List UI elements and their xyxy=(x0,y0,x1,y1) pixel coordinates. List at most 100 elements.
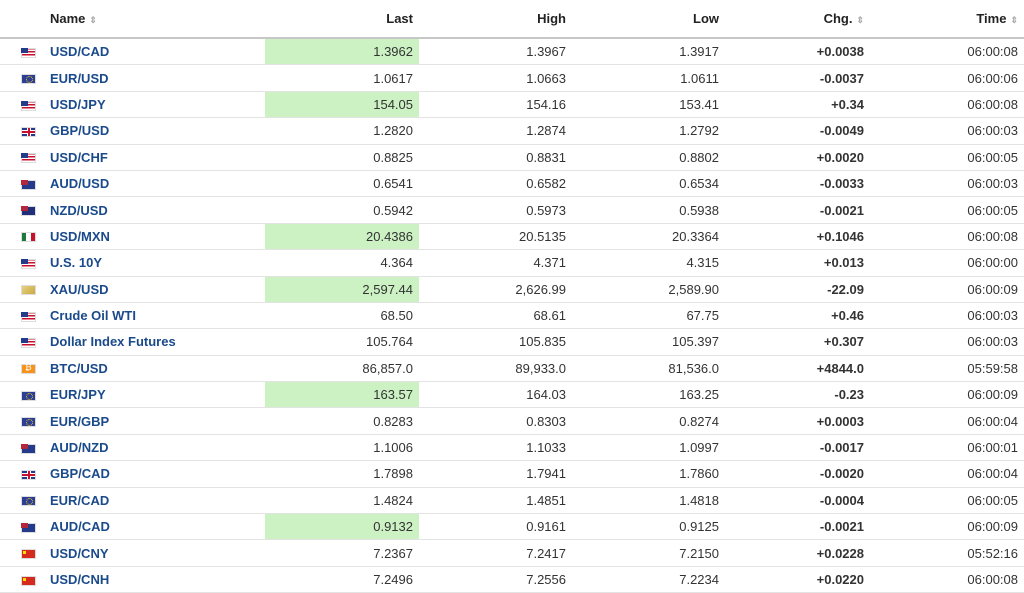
header-last[interactable]: Last xyxy=(265,0,419,39)
flag-us-icon xyxy=(21,153,36,164)
last-price: 1.3962 xyxy=(265,38,419,66)
flag-cell xyxy=(0,487,44,515)
flag-cell xyxy=(0,434,44,462)
table-row[interactable]: GBP/USD 1.2820 1.2874 1.2792 -0.0049 06:00:03 xyxy=(0,117,1024,145)
flag-us-icon xyxy=(21,47,36,58)
header-low[interactable]: Low xyxy=(572,0,725,39)
table-row[interactable]: USD/MXN 20.4386 20.5135 20.3364 +0.1046 06:00… xyxy=(0,223,1024,251)
last-price: 86,857.0 xyxy=(265,355,419,383)
instrument-name-link[interactable]: Crude Oil WTI xyxy=(44,302,265,330)
sort-icon[interactable]: ⇕ xyxy=(89,15,97,25)
flag-cell xyxy=(0,328,44,356)
last-price: 0.8283 xyxy=(265,407,419,435)
change-value: +0.0220 xyxy=(725,566,870,593)
change-value: -0.0049 xyxy=(725,117,870,145)
table-row[interactable]: Crude Oil WTI 68.50 68.61 67.75 +0.46 06:00:0… xyxy=(0,302,1024,330)
change-value: -0.23 xyxy=(725,381,870,409)
flag-cell xyxy=(0,513,44,541)
table-row[interactable]: GBP/CAD 1.7898 1.7941 1.7860 -0.0020 06:00:04 xyxy=(0,460,1024,488)
high-price: 164.03 xyxy=(419,381,572,409)
instrument-name-link[interactable]: AUD/CAD xyxy=(44,513,265,541)
low-price: 67.75 xyxy=(572,302,725,330)
header-row: Name ⇕ Last High Low Chg. ⇕ Time ⇕ xyxy=(0,0,1024,39)
table-row[interactable]: USD/CNH 7.2496 7.2556 7.2234 +0.0220 06:00:08 xyxy=(0,566,1024,593)
table-row[interactable]: EUR/GBP 0.8283 0.8303 0.8274 +0.0003 06:00:04 xyxy=(0,407,1024,435)
table-row[interactable]: AUD/CAD 0.9132 0.9161 0.9125 -0.0021 06:00:09 xyxy=(0,513,1024,541)
flag-ch-icon xyxy=(21,549,36,560)
instrument-name-link[interactable]: BTC/USD xyxy=(44,355,265,383)
table-row[interactable]: EUR/CAD 1.4824 1.4851 1.4818 -0.0004 06:00:05 xyxy=(0,487,1024,515)
low-price: 163.25 xyxy=(572,381,725,409)
low-price: 1.0611 xyxy=(572,64,725,92)
table-row[interactable]: EUR/USD 1.0617 1.0663 1.0611 -0.0037 06:00:06 xyxy=(0,64,1024,92)
last-price: 0.8825 xyxy=(265,144,419,171)
table-row[interactable]: USD/CNY 7.2367 7.2417 7.2150 +0.0228 05:52:16 xyxy=(0,539,1024,567)
table-row[interactable]: AUD/NZD 1.1006 1.1033 1.0997 -0.0017 06:00:01 xyxy=(0,434,1024,462)
last-price: 1.4824 xyxy=(265,487,419,515)
instrument-name-link[interactable]: GBP/CAD xyxy=(44,460,265,488)
table-row[interactable]: NZD/USD 0.5942 0.5973 0.5938 -0.0021 06:00:05 xyxy=(0,196,1024,224)
table-row[interactable]: EUR/JPY 163.57 164.03 163.25 -0.23 06:00:09 xyxy=(0,381,1024,409)
table-row[interactable]: USD/JPY 154.05 154.16 153.41 +0.34 06:00:08 xyxy=(0,91,1024,119)
instrument-name-link[interactable]: U.S. 10Y xyxy=(44,249,265,277)
table-row[interactable]: BTC/USD86,857.089,933.081,536.0+4844.005… xyxy=(0,355,1024,383)
change-value: +0.0038 xyxy=(725,38,870,66)
timestamp: 06:00:05 xyxy=(870,196,1024,224)
change-value: +0.34 xyxy=(725,91,870,119)
sort-icon[interactable]: ⇕ xyxy=(1010,15,1018,25)
timestamp: 06:00:05 xyxy=(870,487,1024,515)
instrument-name-link[interactable]: USD/CNH xyxy=(44,566,265,593)
table-row[interactable]: Dollar Index Futures 105.764 105.835 105.39… xyxy=(0,328,1024,356)
last-price: 2,597.44 xyxy=(265,276,419,303)
flag-eu-icon xyxy=(21,417,36,428)
instrument-name-link[interactable]: NZD/USD xyxy=(44,196,265,224)
instrument-name-link[interactable]: USD/JPY xyxy=(44,91,265,119)
change-value: +0.0228 xyxy=(725,539,870,567)
instrument-name-link[interactable]: USD/CHF xyxy=(44,144,265,171)
low-price: 153.41 xyxy=(572,91,725,119)
instrument-name-link[interactable]: EUR/CAD xyxy=(44,487,265,515)
table-row[interactable]: U.S. 10Y 4.364 4.371 4.315 +0.013 06:00:00 xyxy=(0,249,1024,277)
flag-cell xyxy=(0,460,44,488)
instrument-name-link[interactable]: AUD/USD xyxy=(44,170,265,198)
header-name[interactable]: Name ⇕ xyxy=(44,0,265,39)
table-row[interactable]: XAU/USD 2,597.44 2,626.99 2,589.90 -22.09 06:… xyxy=(0,276,1024,303)
timestamp: 06:00:05 xyxy=(870,144,1024,171)
header-chg[interactable]: Chg. ⇕ xyxy=(725,0,870,39)
last-price: 7.2496 xyxy=(265,566,419,593)
instrument-name-link[interactable]: EUR/GBP xyxy=(44,407,265,435)
low-price: 1.7860 xyxy=(572,460,725,488)
low-price: 2,589.90 xyxy=(572,276,725,303)
timestamp: 06:00:04 xyxy=(870,407,1024,435)
low-price: 4.315 xyxy=(572,249,725,277)
header-time[interactable]: Time ⇕ xyxy=(870,0,1024,39)
instrument-name-link[interactable]: GBP/USD xyxy=(44,117,265,145)
table-row[interactable]: USD/CAD 1.3962 1.3967 1.3917 +0.0038 06:00:08 xyxy=(0,38,1024,66)
flag-eu-icon xyxy=(21,496,36,507)
instrument-name-link[interactable]: EUR/USD xyxy=(44,64,265,92)
timestamp: 06:00:00 xyxy=(870,249,1024,277)
instrument-name-link[interactable]: Dollar Index Futures xyxy=(44,328,265,356)
table-row[interactable]: USD/CHF 0.8825 0.8831 0.8802 +0.0020 06:00:05 xyxy=(0,144,1024,171)
instrument-name-link[interactable]: EUR/JPY xyxy=(44,381,265,409)
instrument-name-link[interactable]: XAU/USD xyxy=(44,276,265,303)
high-price: 1.4851 xyxy=(419,487,572,515)
change-value: +4844.0 xyxy=(725,355,870,383)
last-price: 163.57 xyxy=(265,381,419,409)
instrument-name-link[interactable]: USD/CNY xyxy=(44,539,265,567)
flag-eu-icon xyxy=(21,74,36,85)
change-value: -0.0021 xyxy=(725,513,870,541)
header-high[interactable]: High xyxy=(419,0,572,39)
instrument-name-link[interactable]: AUD/NZD xyxy=(44,434,265,462)
sort-icon[interactable]: ⇕ xyxy=(856,15,864,25)
instrument-name-link[interactable]: USD/CAD xyxy=(44,38,265,66)
table-row[interactable]: AUD/USD 0.6541 0.6582 0.6534 -0.0033 06:00:03 xyxy=(0,170,1024,198)
timestamp: 06:00:08 xyxy=(870,38,1024,66)
low-price: 1.0997 xyxy=(572,434,725,462)
instrument-name-link[interactable]: USD/MXN xyxy=(44,223,265,251)
high-price: 0.9161 xyxy=(419,513,572,541)
high-price: 7.2417 xyxy=(419,539,572,567)
high-price: 0.8303 xyxy=(419,407,572,435)
timestamp: 06:00:09 xyxy=(870,381,1024,409)
last-price: 1.7898 xyxy=(265,460,419,488)
